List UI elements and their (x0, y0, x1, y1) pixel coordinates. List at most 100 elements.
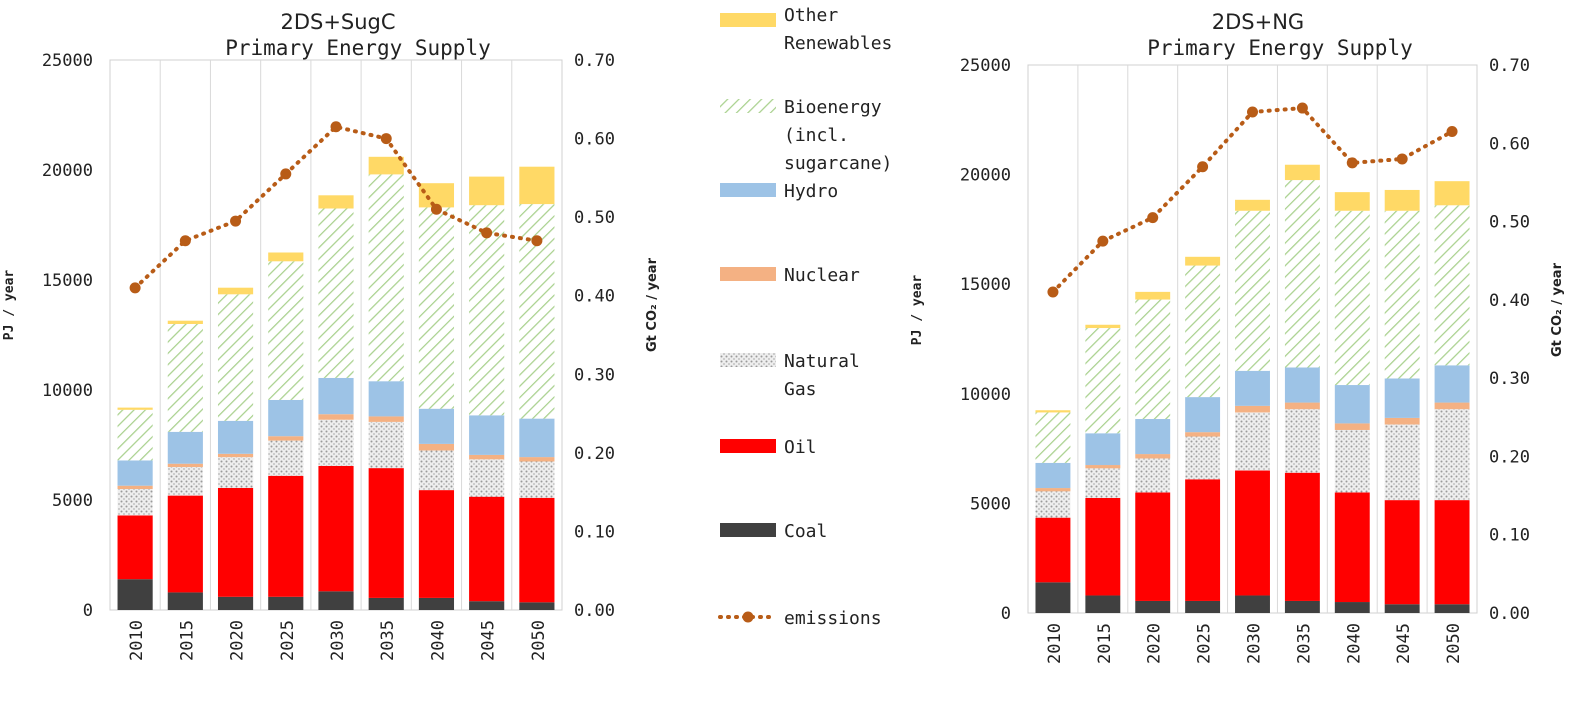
legend-label: emissions (784, 608, 882, 629)
emissions-point (330, 121, 342, 133)
bar-segment (1334, 210, 1370, 386)
bar-segment (368, 421, 404, 469)
chart-2-title: 2DS+NG (1212, 10, 1304, 34)
emissions-point (1197, 161, 1209, 173)
emissions-point (230, 215, 242, 227)
bar-segment (268, 252, 304, 262)
legend-label: Hydro (784, 181, 838, 202)
bar-segment (167, 495, 203, 593)
bar-segment (1334, 192, 1370, 211)
bar-segment (1235, 470, 1270, 596)
bar-segment (1235, 370, 1270, 406)
bar-segment (1035, 491, 1071, 518)
bar-segment (117, 407, 153, 410)
x-tick-label: 2030 (1245, 623, 1265, 664)
legend-swatch (720, 439, 776, 453)
bar-segment (268, 436, 304, 441)
y-tick-label: 25000 (42, 51, 93, 71)
emissions-point (1097, 235, 1109, 247)
y-tick-label: 15000 (42, 271, 93, 291)
y-tick-label: 20000 (42, 161, 93, 181)
y2-tick-label: 0.00 (1489, 604, 1530, 624)
bar-segment (1085, 497, 1121, 596)
y-tick-label: 10000 (42, 381, 93, 401)
legend-swatch (720, 13, 776, 27)
bar-segment (1384, 210, 1420, 379)
bar-segment (217, 457, 254, 488)
bar-segment (1284, 402, 1320, 410)
bar-segment (318, 591, 354, 610)
x-tick-label: 2010 (127, 620, 147, 661)
bar-segment (217, 453, 254, 458)
y-tick-label: 0 (83, 601, 93, 621)
bar-segment (469, 454, 505, 460)
bar-segment (469, 205, 505, 416)
bar-segment (1334, 602, 1370, 613)
x-tick-label: 2050 (529, 620, 549, 661)
y2-tick-label: 0.30 (574, 365, 615, 385)
bar-segment (318, 208, 354, 378)
bar-segment (519, 166, 555, 205)
emissions-point (1047, 286, 1059, 298)
bar-segment (1135, 458, 1171, 493)
bar-segment (1035, 412, 1071, 463)
bar-segment (1035, 462, 1071, 489)
bar-segment (368, 416, 404, 422)
bar-segment (418, 443, 455, 451)
y-tick-label: 10000 (960, 385, 1011, 405)
bar-segment (1434, 500, 1470, 605)
bar-segment (217, 420, 254, 454)
bar-segment (519, 461, 555, 498)
legend-label: Renewables (784, 33, 892, 54)
x-tick-label: 2045 (1394, 623, 1414, 664)
bar-segment (1185, 436, 1221, 480)
bar-segment (1235, 412, 1270, 471)
bar-segment (268, 596, 304, 610)
emissions-point (280, 168, 292, 180)
y-tick-label: 25000 (960, 56, 1011, 76)
bar-segment (167, 431, 203, 464)
legend-swatch-marker (742, 611, 754, 623)
y2-tick-label: 0.30 (1489, 369, 1530, 389)
bar-segment (469, 459, 505, 497)
bar-segment (418, 207, 455, 409)
x-tick-label: 2020 (1145, 623, 1165, 664)
bar-segment (1135, 454, 1171, 459)
bar-segment (1334, 429, 1370, 493)
bar-segment (268, 261, 304, 400)
legend-label: (incl. (784, 125, 849, 146)
legend-label: Oil (784, 437, 817, 458)
y2-tick-label: 0.40 (1489, 291, 1530, 311)
legend-swatch (720, 523, 776, 537)
bar-segment (368, 174, 404, 382)
legend-label: Gas (784, 379, 817, 400)
chart-2-subtitle: Primary Energy Supply (1147, 36, 1413, 60)
bar-segment (519, 602, 555, 610)
bar-segment (1185, 479, 1221, 601)
emissions-point (430, 203, 442, 215)
bar-segment (1135, 419, 1171, 455)
emissions-point (531, 235, 543, 247)
x-tick-label: 2040 (428, 620, 448, 661)
bar-segment (1284, 164, 1320, 181)
bar-segment (1235, 210, 1270, 371)
bar-segment (1085, 595, 1121, 613)
bar-segment (318, 195, 354, 209)
bar-segment (1284, 180, 1320, 368)
y2-tick-label: 0.50 (574, 208, 615, 228)
y2-tick-label: 0.40 (574, 287, 615, 307)
legend-swatch (720, 353, 776, 367)
bar-segment (1334, 385, 1370, 424)
bar-segment (418, 450, 455, 491)
y2-tick-label: 0.10 (574, 522, 615, 542)
bar-segment (217, 487, 254, 597)
bar-segment (469, 176, 505, 206)
x-tick-label: 2045 (479, 620, 499, 661)
y2-tick-label: 0.20 (1489, 447, 1530, 467)
bar-segment (268, 440, 304, 476)
chart-1-subtitle: Primary Energy Supply (225, 36, 491, 60)
y-tick-label: 15000 (960, 275, 1011, 295)
x-tick-label: 2015 (1095, 623, 1115, 664)
bar-segment (167, 467, 203, 496)
